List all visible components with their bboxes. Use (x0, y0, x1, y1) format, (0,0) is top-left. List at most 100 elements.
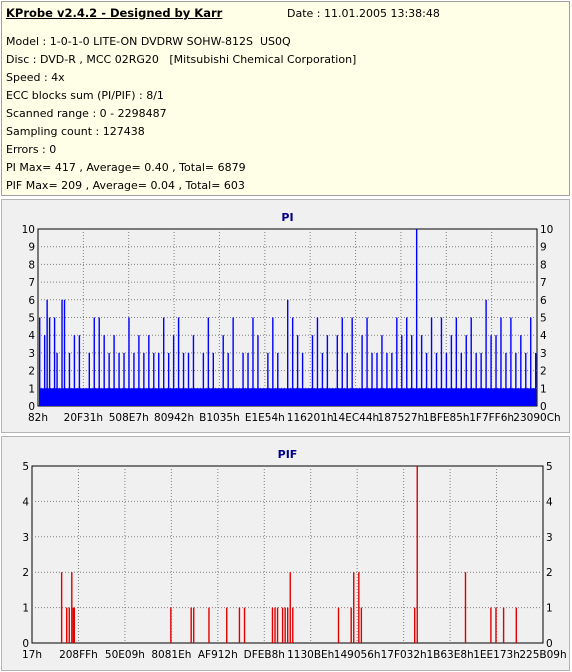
pif-bar (238, 607, 241, 643)
pif-bar (68, 607, 70, 643)
pi-bar (386, 352, 388, 406)
pi-bar (326, 335, 329, 406)
pif-bar (276, 607, 279, 643)
pif-bar (208, 607, 210, 643)
pif-bar (490, 607, 492, 643)
pi-bar (277, 352, 279, 406)
pif-summary-line: PIF Max= 209 , Average= 0.04 , Total= 60… (6, 179, 245, 192)
ecc-line: ECC blocks sum (PI/PIF) : 8/1 (6, 89, 164, 102)
pi-bar (500, 317, 502, 406)
pi-y-tick-label-right: 5 (540, 313, 547, 325)
pi-y-tick-label-left: 6 (28, 295, 35, 307)
pif-bar (193, 607, 195, 643)
range-line: Scanned range : 0 - 2298487 (6, 107, 167, 120)
pi-bar (401, 335, 403, 406)
pif-chart: PIF 0 0 1 1 2 2 3 3 4 4 5 5 17h 208FFh 50E09h 8081Eh AF91… (22, 448, 567, 661)
pi-chart-title: PI (281, 211, 293, 224)
pi-bar (455, 317, 458, 406)
pi-bar (202, 352, 205, 406)
pi-bar (46, 299, 48, 406)
pi-x-tick-label: 80942h (154, 412, 194, 424)
pi-bar (242, 352, 244, 406)
pi-summary-line: PI Max= 417 , Average= 0.40 , Total= 687… (6, 161, 246, 174)
model-line: Model : 1-0-1-0 LITE-ON DVDRW SOHW-812S … (6, 35, 291, 48)
pi-bar (336, 335, 338, 406)
pi-bar (490, 335, 492, 406)
pi-bar (222, 335, 224, 406)
pif-bar (464, 572, 467, 643)
pi-chart: PI 0 0 1 1 2 2 3 3 4 4 5 5 6 6 7 7 8 8 9 9 10 10 82h 20F31h 508E7… (22, 211, 561, 424)
pi-bar (78, 335, 81, 406)
pi-bar (411, 335, 413, 406)
pif-bar (284, 607, 286, 643)
pi-y-tick-label-left: 2 (28, 366, 35, 378)
pif-x-tick-label: 17h (22, 649, 42, 661)
disc-line: Disc : DVD-R , MCC 02RG20 [Mitsubishi Ch… (6, 53, 357, 66)
pi-bar (123, 352, 125, 406)
info-panel: KProbe v2.4.2 - Designed by Karr Date : … (1, 1, 570, 196)
pi-y-tick-label-right: 0 (540, 401, 547, 413)
pi-bar (515, 352, 517, 406)
pi-y-tick-label-right: 4 (540, 330, 547, 342)
pi-bar (192, 335, 195, 406)
pi-bar (371, 352, 373, 406)
pi-bar (475, 352, 477, 406)
pif-bar (281, 607, 284, 643)
pif-y-tick-label-left: 3 (22, 532, 29, 544)
pif-bar (502, 607, 505, 643)
pi-x-tick-label: 1BFE85h (423, 412, 470, 424)
pif-y-tick-label-right: 3 (546, 532, 553, 544)
pi-bar (63, 299, 66, 406)
pi-bar (316, 317, 319, 406)
pi-bar (495, 335, 497, 406)
pi-y-tick-label-right: 3 (540, 348, 547, 360)
pif-x-tick-label: 1130BEh (287, 649, 334, 661)
pif-bar (292, 607, 294, 643)
pi-bar (391, 352, 393, 406)
pif-bar (66, 607, 68, 643)
pi-bar (381, 335, 383, 406)
pi-bar (172, 335, 175, 406)
pi-bar (167, 352, 170, 406)
pi-bar (445, 352, 448, 406)
pif-chart-title: PIF (278, 448, 298, 461)
pif-bar (71, 572, 73, 643)
pif-y-tick-label-right: 5 (546, 461, 553, 473)
pi-bar (232, 317, 234, 406)
pi-bar (296, 335, 299, 406)
pi-x-tick-label: 23090Ch (513, 412, 560, 424)
pi-bar (93, 317, 95, 406)
pi-x-tick-label: 1F7FF6h (469, 412, 514, 424)
pif-bar (337, 607, 340, 643)
pif-bar (353, 572, 355, 643)
pif-y-tick-label-left: 5 (22, 461, 29, 473)
pif-bar (289, 572, 291, 643)
pi-bar (440, 317, 443, 406)
pi-bar (301, 352, 304, 406)
pif-x-tick-label: 1B63E8h (426, 649, 473, 661)
pi-bar (182, 352, 185, 406)
pi-bar (53, 317, 56, 406)
pi-bar (366, 317, 368, 406)
pif-x-tick-label: 208FFh (59, 649, 98, 661)
pi-y-tick-label-left: 4 (28, 330, 35, 342)
pi-bar (73, 335, 76, 406)
pi-bar (272, 317, 274, 406)
pi-y-tick-label-left: 5 (28, 313, 35, 325)
pi-bar (525, 352, 527, 406)
pif-bar (243, 607, 246, 643)
pif-bar (73, 607, 76, 643)
pi-x-tick-label: 82h (28, 412, 48, 424)
pif-bar (190, 607, 192, 643)
pi-bar (361, 335, 363, 406)
pi-bar (128, 317, 130, 406)
pi-bar (98, 317, 100, 406)
pi-x-tick-label: B1035h (199, 412, 240, 424)
pif-y-tick-label-right: 4 (546, 496, 553, 508)
pi-bar (118, 352, 120, 406)
pi-bar (406, 317, 408, 406)
pif-x-tick-label: 50E09h (105, 649, 145, 661)
pi-x-tick-label: 14EC44h (332, 412, 379, 424)
pi-bar (510, 317, 512, 406)
pi-bar (465, 335, 467, 406)
